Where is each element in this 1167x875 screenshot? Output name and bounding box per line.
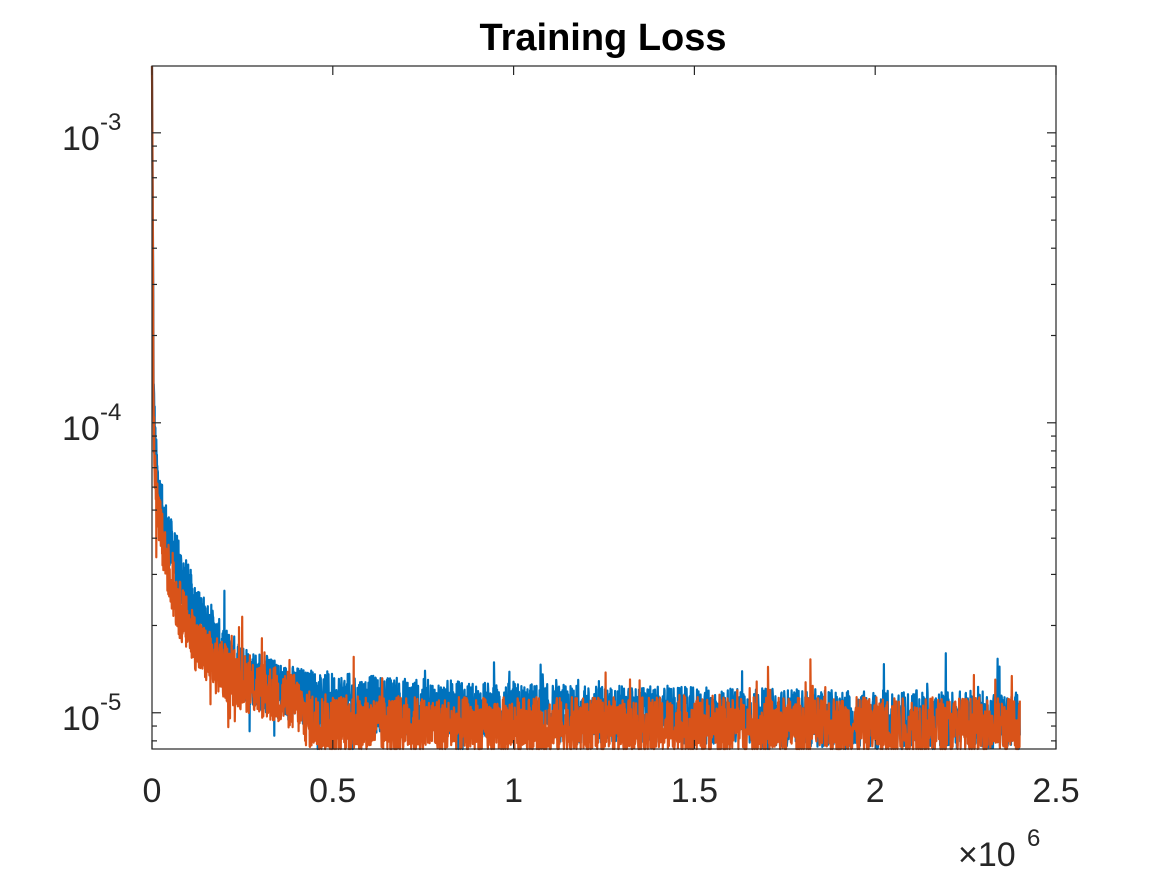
plot-area [152, 66, 1056, 749]
y-tick-label-exponent: -4 [100, 399, 121, 426]
axes-layer [151, 65, 1057, 750]
x-tick-label: 0 [143, 772, 162, 810]
x-tick-labels: 0 0.5 1 1.5 2 2.5 [143, 772, 1080, 810]
y-tick-label-base: 10 [62, 410, 100, 448]
x-tick-label: 1.5 [671, 772, 718, 810]
x-tick-label: 2.5 [1032, 772, 1079, 810]
chart-title: Training Loss [479, 17, 726, 59]
series-line-2 [150, 65, 1021, 751]
y-tick-labels: 10-510-410-3 [62, 109, 121, 738]
axes-box [151, 65, 1057, 750]
series-layer [150, 65, 1021, 751]
y-tick-label-exponent: -5 [100, 689, 121, 716]
x-exponent-power: 6 [1027, 825, 1040, 852]
y-tick-label-base: 10 [62, 120, 100, 158]
x-exponent-label: ×10 6 [958, 825, 1040, 874]
x-tick-label: 0.5 [309, 772, 356, 810]
y-tick-label-exponent: -3 [100, 109, 121, 136]
x-exponent-base: ×10 [958, 836, 1016, 874]
y-tick-label-base: 10 [62, 700, 100, 738]
x-tick-label: 1 [504, 772, 523, 810]
x-tick-label: 2 [866, 772, 885, 810]
